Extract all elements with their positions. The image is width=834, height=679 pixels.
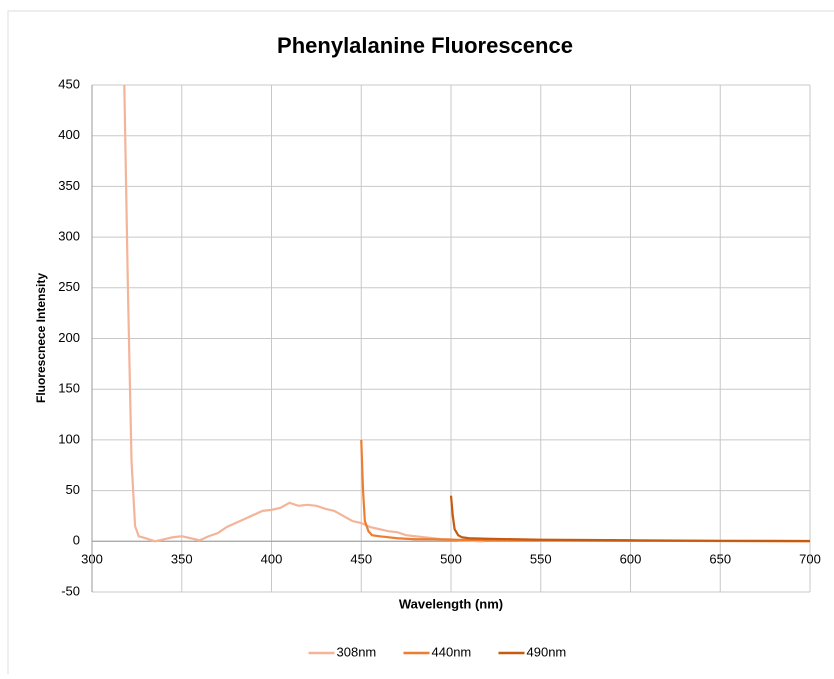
- plot-area: [123, 85, 810, 543]
- y-tick-label: 200: [58, 330, 80, 345]
- x-tick-label: 400: [261, 552, 283, 567]
- y-tick-label: 50: [66, 482, 80, 497]
- y-tick-label: 300: [58, 229, 80, 244]
- legend-label: 490nm: [527, 644, 567, 659]
- y-axis-label: Fluorescnece Intensity: [34, 273, 48, 403]
- x-tick-label: 650: [709, 552, 731, 567]
- series-line: [449, 495, 810, 543]
- x-tick-label: 600: [620, 552, 642, 567]
- x-tick-label: 350: [171, 552, 193, 567]
- series-line: [123, 85, 484, 543]
- x-tick-label: 450: [350, 552, 372, 567]
- x-tick-label: 550: [530, 552, 552, 567]
- y-tick-label: 450: [58, 76, 80, 91]
- chart-title: Phenylalanine Fluorescence: [277, 33, 573, 58]
- y-tick-label: 350: [58, 178, 80, 193]
- x-axis-label: Wavelength (nm): [399, 596, 503, 611]
- legend-label: 308nm: [337, 644, 377, 659]
- y-tick-label: 250: [58, 279, 80, 294]
- legend-label: 440nm: [432, 644, 472, 659]
- y-tick-label: 150: [58, 381, 80, 396]
- y-tick-label: 100: [58, 431, 80, 446]
- x-tick-label: 700: [799, 552, 821, 567]
- y-tick-label: 400: [58, 127, 80, 142]
- y-tick-label: -50: [61, 583, 80, 598]
- x-tick-label: 500: [440, 552, 462, 567]
- y-tick-label: 0: [73, 533, 80, 548]
